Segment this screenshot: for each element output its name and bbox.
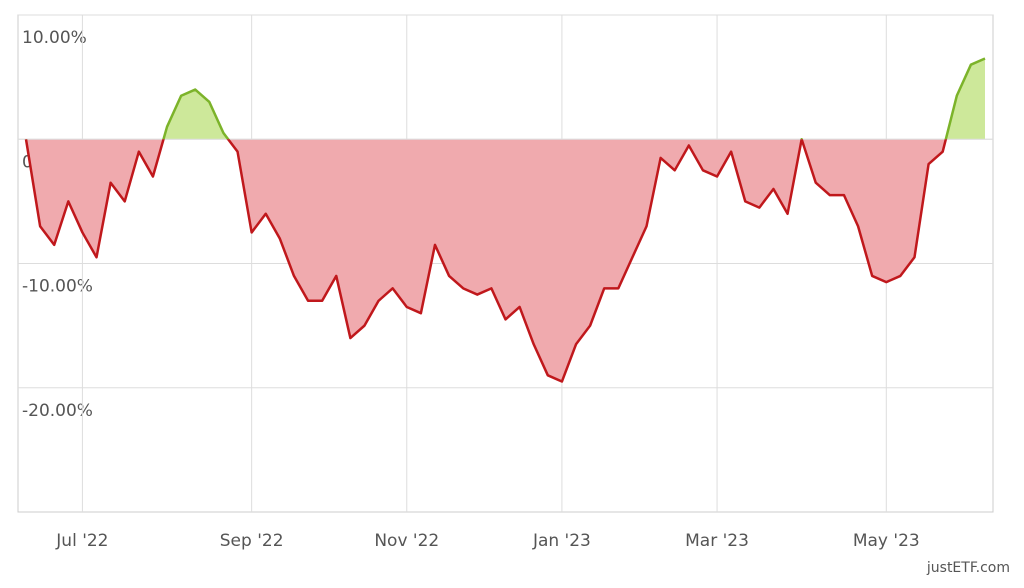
positive-line (26, 57, 986, 140)
x-tick-label: Nov '22 (374, 531, 439, 551)
y-tick-label: -20.00% (22, 401, 93, 421)
x-tick-label: Mar '23 (685, 531, 749, 551)
negative-line (24, 139, 948, 383)
y-tick-label: 10.00% (22, 28, 87, 48)
negative-area (26, 139, 985, 382)
watermark: justETF.com (926, 560, 1010, 576)
x-tick-label: Jan '23 (532, 531, 591, 551)
x-tick-label: May '23 (853, 531, 920, 551)
x-tick-label: Jul '22 (55, 531, 108, 551)
y-tick-label: -10.00% (22, 277, 93, 297)
x-tick-label: Sep '22 (220, 531, 284, 551)
